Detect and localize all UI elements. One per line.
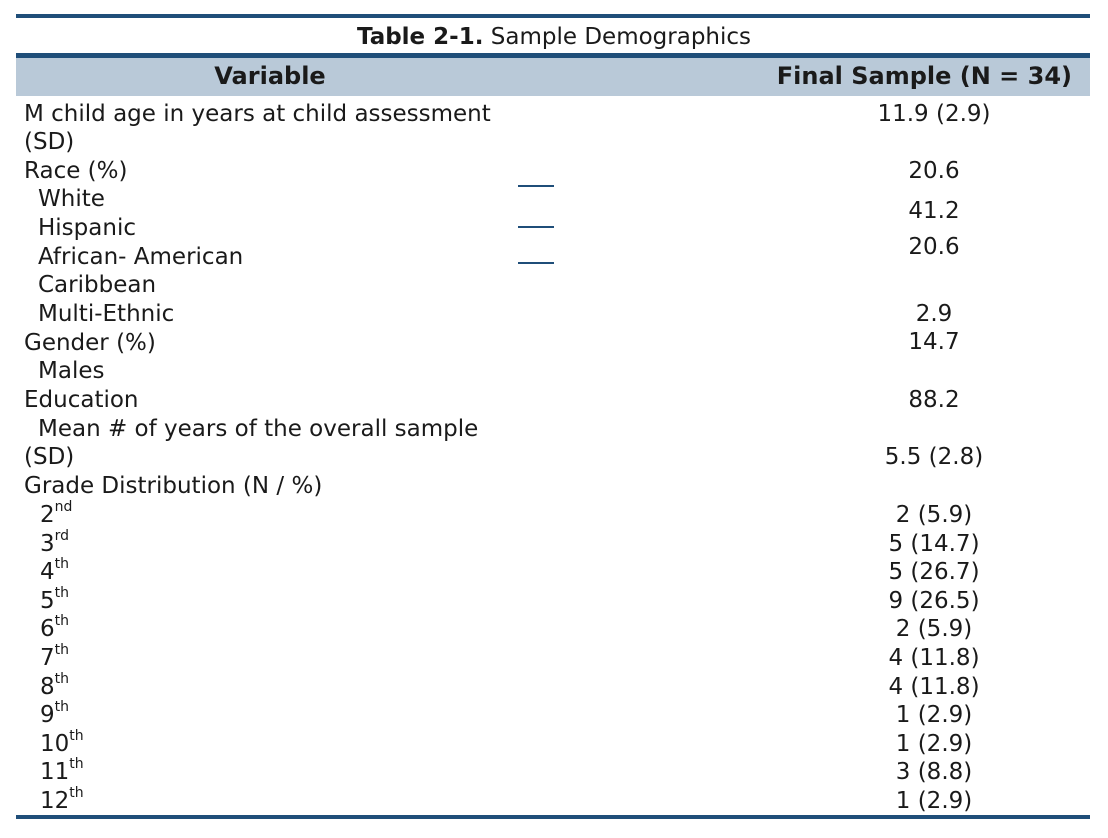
grade-number: 4 [40,559,55,585]
row-value: 88.2 [908,387,960,413]
grade-label: 8th [40,671,70,701]
table-number: Table 2-1. [356,24,484,50]
column-header-final-sample: Final Sample (N = 34) [776,62,1072,90]
grade-number: 7 [40,645,55,671]
grade-value: 2 (5.9) [895,502,973,528]
grade-label: 7th [40,642,70,672]
grade-suffix: th [54,613,70,629]
row-value: 20.6 [908,234,960,260]
table-title: Sample Demographics [483,24,752,50]
table-bottom-rule [16,815,1090,819]
grade-number: 11 [40,759,70,785]
row-label: Education [24,387,139,413]
grade-label: 12th [40,785,84,815]
row-value: 2.9 [915,301,953,327]
grade-suffix: th [54,556,70,572]
row-value: 41.2 [908,198,960,224]
row-label: Mean # of years of the overall sample [38,416,479,442]
row-label: Multi-Ethnic [38,301,175,327]
grade-suffix: th [54,671,70,687]
grade-suffix: th [54,699,70,715]
grade-label: 9th [40,699,70,729]
row-label: M child age in years at child assessment [24,101,491,127]
grade-number: 5 [40,588,55,614]
grade-suffix: th [69,756,84,772]
grade-value: 1 (2.9) [895,731,973,757]
row-label: Gender (%) [24,330,156,356]
row-value: 20.6 [908,158,960,184]
grade-value: 1 (2.9) [895,702,973,728]
grade-suffix: th [69,785,84,801]
row-label: (SD) [24,129,75,155]
row-value: 5.5 (2.8) [884,444,984,470]
grade-number: 10 [40,731,70,757]
row-label: Race (%) [24,158,128,184]
grade-value: 5 (14.7) [888,531,980,557]
grade-label: 6th [40,613,70,643]
row-label: White [38,186,105,212]
row-label: Caribbean [38,272,157,298]
header-top-rule [16,53,1090,58]
row-label: (SD) [24,444,75,470]
grade-number: 12 [40,788,70,814]
grade-suffix: th [54,642,70,658]
grade-value: 5 (26.7) [888,559,980,585]
grade-suffix: nd [54,499,73,515]
grade-label: 3rd [40,528,70,558]
row-value: 14.7 [908,329,960,355]
row-value: 11.9 (2.9) [877,101,991,127]
column-header-variable: Variable [214,62,326,90]
grade-suffix: th [54,585,70,601]
grade-value: 3 (8.8) [895,759,973,785]
grade-label: 4th [40,556,70,586]
table-caption: Table 2-1. Sample Demographics [0,22,1108,52]
dash-marker [518,262,554,264]
grade-value: 4 (11.8) [888,645,980,671]
grade-number: 3 [40,531,55,557]
grade-number: 2 [40,502,55,528]
grade-label: 5th [40,585,70,615]
grade-value: 9 (26.5) [888,588,980,614]
grade-value: 4 (11.8) [888,674,980,700]
grade-suffix: th [69,728,84,744]
grade-label: 11th [40,756,84,786]
grade-label: 2nd [40,499,73,529]
grade-number: 9 [40,702,55,728]
table-top-rule [16,14,1090,18]
row-label: Hispanic [38,215,136,241]
grade-label: 10th [40,728,84,758]
grade-number: 6 [40,616,55,642]
grade-suffix: rd [54,528,70,544]
header-band [16,58,1090,96]
grade-value: 2 (5.9) [895,616,973,642]
row-label: African- American [38,244,244,270]
row-label: Males [38,358,105,384]
grade-number: 8 [40,674,55,700]
row-label: Grade Distribution (N / %) [24,473,323,499]
grade-value: 1 (2.9) [895,788,973,814]
dash-marker [518,226,554,228]
dash-marker [518,185,554,187]
